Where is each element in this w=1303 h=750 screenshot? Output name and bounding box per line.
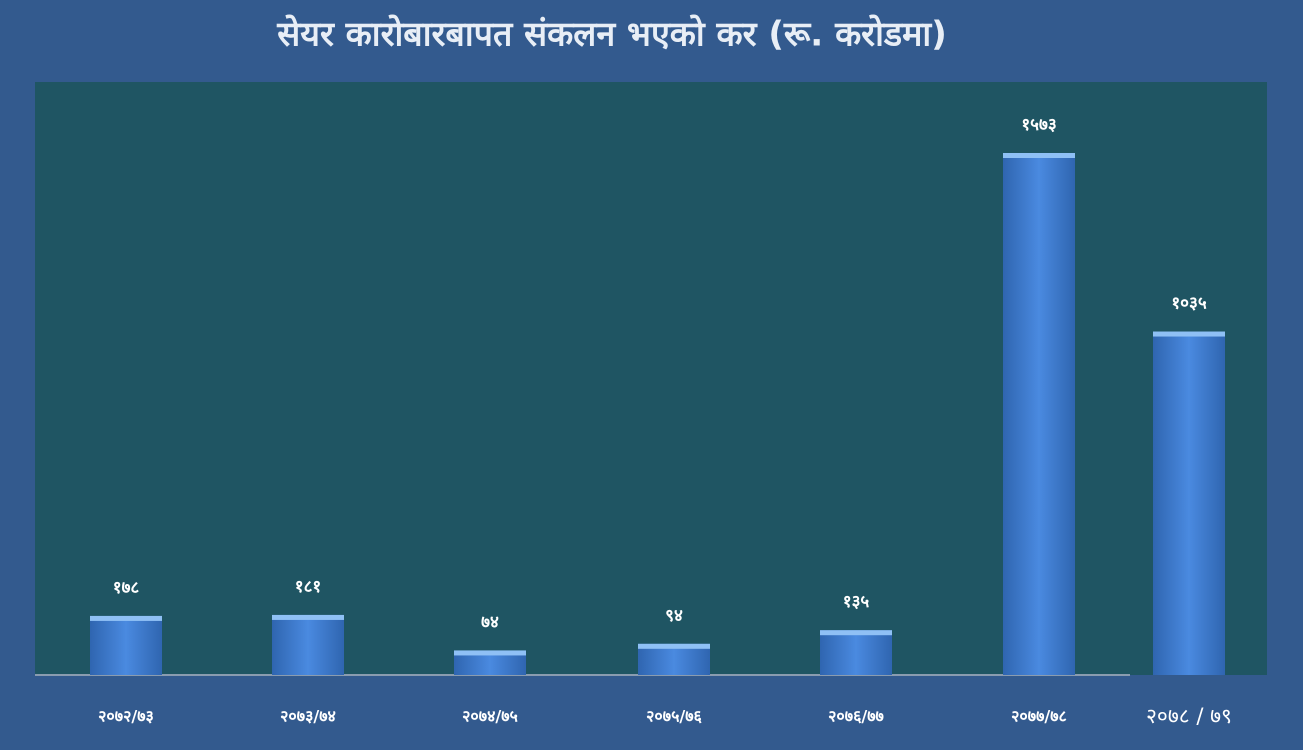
bar [90, 615, 162, 675]
value-label: ९४ [665, 606, 683, 626]
value-label: १८१ [295, 577, 322, 597]
value-label: १५७३ [1021, 115, 1056, 135]
x-tick-label: २०७६/७७ [828, 707, 884, 726]
bar-highlight [638, 643, 710, 649]
x-tick-label: २०७२/७३ [98, 707, 154, 726]
value-label: ७४ [481, 612, 499, 632]
bar-highlight [1003, 153, 1075, 158]
x-tick-label: २०७७/७८ [1011, 707, 1067, 726]
x-tick-label: २०७४/७५ [462, 707, 518, 726]
bar [1003, 153, 1075, 675]
bar-highlight [454, 650, 526, 656]
plot-area [35, 82, 1267, 675]
chart-title: सेयर कारोबारबापत संकलन भएको कर (रू. करोड… [276, 14, 947, 55]
value-label: १३५ [843, 592, 870, 612]
bar-highlight [820, 630, 892, 636]
bar [272, 614, 344, 675]
bar-highlight [272, 614, 344, 620]
value-label: १०३५ [1171, 294, 1207, 314]
bar [820, 630, 892, 675]
bar-highlight [90, 615, 162, 621]
bar-highlight [1153, 331, 1225, 337]
bar [638, 643, 710, 675]
x-tick-label: २०७५/७६ [646, 707, 702, 726]
value-label: १७८ [113, 578, 140, 598]
bar [1153, 331, 1225, 675]
x-tick-label: २०७३/७४ [280, 707, 336, 726]
x-tick-label: २०७८ / ७९ [1146, 704, 1232, 728]
